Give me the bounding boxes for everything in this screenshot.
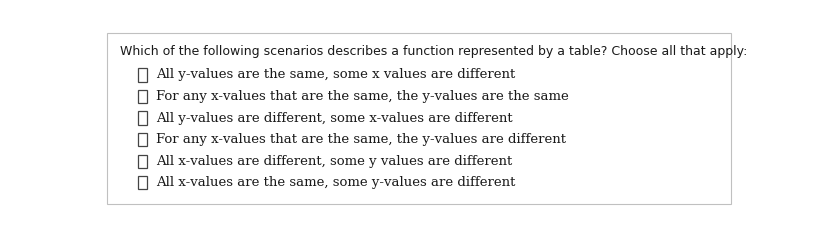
Text: Which of the following scenarios describes a function represented by a table? Ch: Which of the following scenarios describ… — [120, 45, 748, 58]
Text: All y-values are the same, some x values are different: All y-values are the same, some x values… — [156, 68, 515, 82]
FancyBboxPatch shape — [138, 90, 146, 103]
Text: For any x-values that are the same, the y-values are different: For any x-values that are the same, the … — [156, 133, 566, 146]
FancyBboxPatch shape — [138, 68, 146, 82]
FancyBboxPatch shape — [138, 111, 146, 125]
Text: All y-values are different, some x-values are different: All y-values are different, some x-value… — [156, 112, 513, 124]
FancyBboxPatch shape — [138, 155, 146, 168]
FancyBboxPatch shape — [138, 176, 146, 189]
Text: For any x-values that are the same, the y-values are the same: For any x-values that are the same, the … — [156, 90, 569, 103]
FancyBboxPatch shape — [138, 133, 146, 146]
FancyBboxPatch shape — [107, 33, 731, 204]
Text: All x-values are the same, some y-values are different: All x-values are the same, some y-values… — [156, 176, 515, 189]
Text: All x-values are different, some y values are different: All x-values are different, some y value… — [156, 155, 512, 168]
